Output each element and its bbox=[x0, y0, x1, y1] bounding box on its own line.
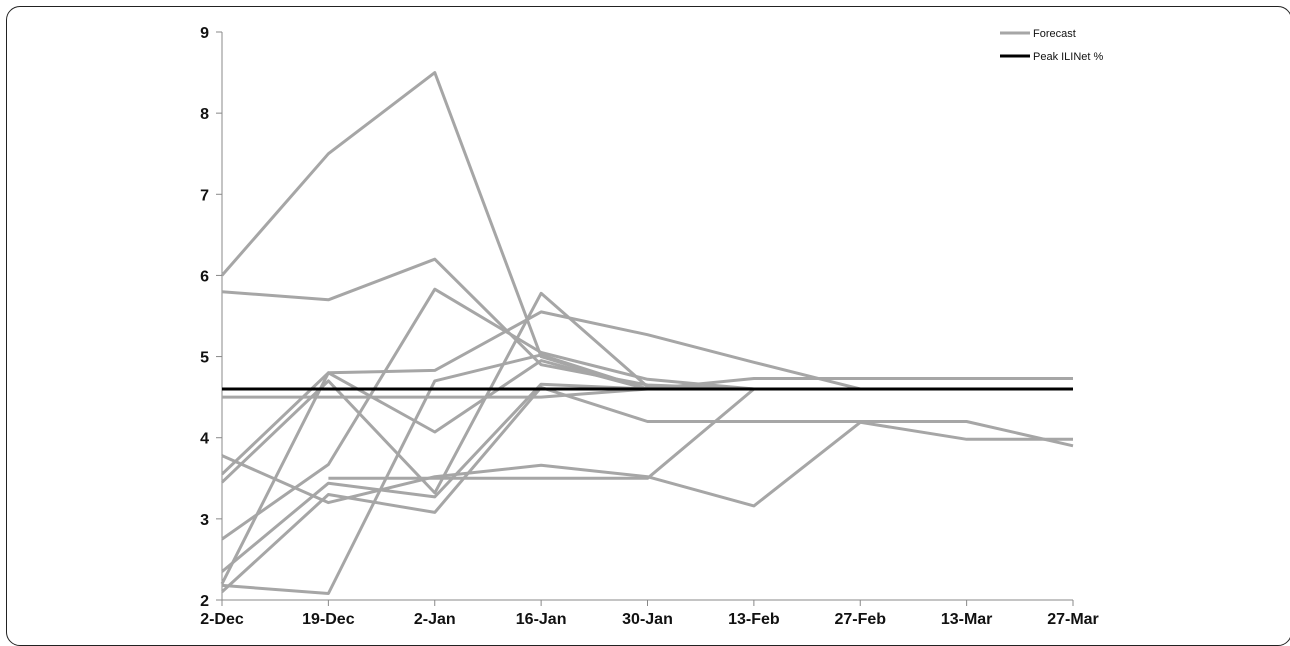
x-tick-label: 30-Jan bbox=[622, 611, 673, 626]
y-axis: 2 3 4 5 6 7 8 9 bbox=[200, 25, 223, 610]
forecast-line-7 bbox=[221, 377, 1073, 573]
y-tick-label: 2 bbox=[200, 593, 209, 610]
y-tick-label: 9 bbox=[200, 25, 209, 42]
legend-forecast-label: Forecast bbox=[1033, 28, 1076, 40]
x-tick-label: 2-Jan bbox=[414, 611, 456, 626]
y-tick-label: 4 bbox=[200, 431, 209, 448]
forecast-line-1 bbox=[220, 71, 1073, 391]
ili-forecast-line-chart: 2 3 4 5 6 7 8 9 2-Dec 19-Dec 2-Jan 16-Jan 30-Jan 13-… bbox=[200, 25, 1104, 626]
forecast-line-5 bbox=[221, 287, 1073, 541]
x-tick-label: 27-Mar bbox=[1047, 611, 1099, 626]
x-tick-label: 19-Dec bbox=[302, 611, 355, 626]
x-tick-label: 27-Feb bbox=[834, 611, 886, 626]
forecast-line-2 bbox=[221, 257, 1073, 391]
x-tick-label: 13-Mar bbox=[941, 611, 993, 626]
y-tick-label: 8 bbox=[200, 106, 209, 123]
y-tick-label: 3 bbox=[200, 512, 209, 529]
forecast-line-11 bbox=[328, 387, 1073, 480]
forecast-line-9 bbox=[221, 353, 1073, 595]
forecast-line-10 bbox=[221, 420, 1073, 508]
x-tick-label: 16-Jan bbox=[516, 611, 567, 626]
legend: Forecast Peak ILINet % bbox=[1000, 28, 1104, 63]
x-axis: 2-Dec 19-Dec 2-Jan 16-Jan 30-Jan 13-Feb 27-Feb… bbox=[200, 599, 1099, 626]
y-tick-label: 5 bbox=[200, 350, 209, 367]
x-tick-label: 2-Dec bbox=[200, 611, 244, 626]
forecast-line-8 bbox=[220, 385, 1074, 594]
x-tick-label: 13-Feb bbox=[728, 611, 780, 626]
forecast-line-4 bbox=[220, 291, 1073, 495]
y-tick-label: 6 bbox=[200, 268, 209, 285]
forecast-series bbox=[220, 71, 1074, 595]
legend-peak-label: Peak ILINet % bbox=[1033, 51, 1104, 63]
y-tick-label: 7 bbox=[200, 187, 209, 204]
forecast-line-3 bbox=[220, 310, 1073, 476]
